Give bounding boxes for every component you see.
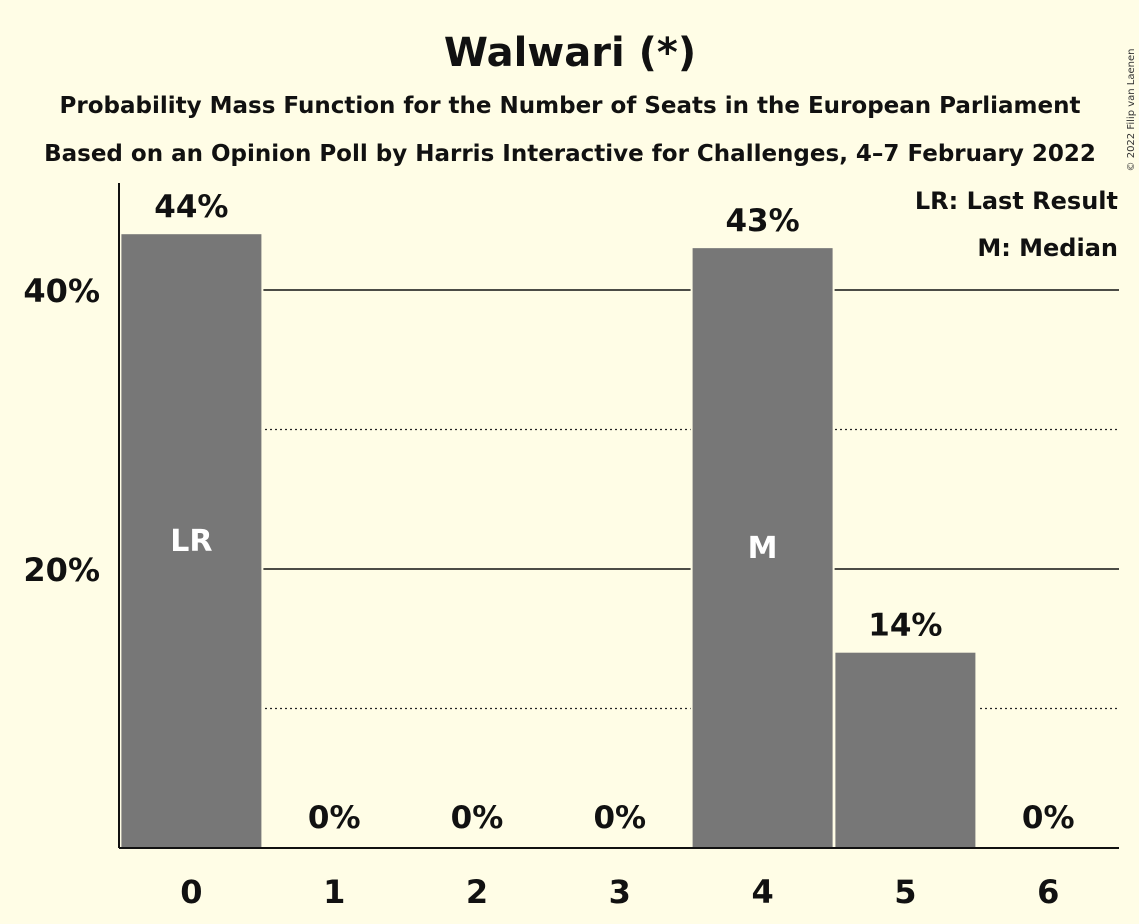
- x-tick-label: 0: [180, 873, 202, 911]
- bar-value-label: 0%: [1022, 800, 1075, 836]
- bar-value-label: 43%: [725, 203, 799, 239]
- chart-subtitle-1: Probability Mass Function for the Number…: [60, 93, 1081, 119]
- legend-median: M: Median: [977, 234, 1118, 262]
- bar-annotation: M: [748, 531, 778, 566]
- x-tick-label: 2: [466, 873, 488, 911]
- gridlines: [120, 289, 1119, 710]
- bar-value-label: 0%: [593, 800, 646, 836]
- bar-value-label: 0%: [308, 800, 361, 836]
- bar: [121, 234, 262, 848]
- y-tick-label: 20%: [23, 551, 100, 589]
- data-labels: 44% 0% 0% 0% 43% 14% 0% LR M: [154, 189, 1074, 836]
- bars: [119, 232, 978, 848]
- bar-annotation: LR: [170, 524, 212, 559]
- chart-subtitle-2: Based on an Opinion Poll by Harris Inter…: [44, 141, 1096, 167]
- y-tick-label: 40%: [23, 272, 100, 310]
- bar-value-label: 44%: [154, 189, 228, 225]
- legend-last-result: LR: Last Result: [915, 187, 1118, 215]
- x-tick-label: 6: [1037, 873, 1059, 911]
- x-tick-label: 4: [751, 873, 773, 911]
- bar-value-label: 14%: [868, 608, 942, 644]
- chart-title: Walwari (*): [444, 30, 696, 76]
- x-tick-label: 3: [609, 873, 631, 911]
- axis-ticks: 20% 40% 0 1 2 3 4 5 6: [23, 272, 1059, 911]
- bar: [692, 248, 833, 848]
- bar-value-label: 0%: [451, 800, 504, 836]
- x-tick-label: 5: [894, 873, 916, 911]
- x-tick-label: 1: [323, 873, 345, 911]
- bar: [835, 652, 976, 848]
- copyright-notice: © 2022 Filip van Laenen: [1126, 49, 1137, 172]
